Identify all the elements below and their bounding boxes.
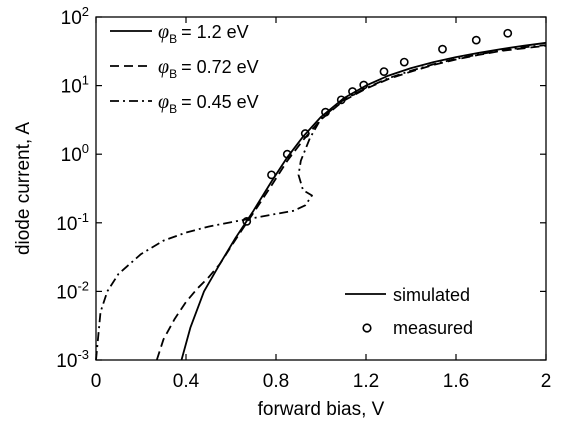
phi-subscript: B — [169, 32, 177, 46]
y-tick-base: 10 — [61, 145, 82, 166]
phi-symbol: φ — [158, 21, 169, 43]
x-tick-label: 0 — [91, 371, 102, 392]
legend-measured-marker — [362, 323, 372, 333]
y-tick-base: 10 — [56, 351, 77, 372]
y-tick-base: 10 — [56, 214, 77, 235]
y-tick-base: 10 — [61, 77, 82, 98]
x-tick-label: 2 — [541, 371, 552, 392]
y-tick-base: 10 — [61, 8, 82, 29]
y-tick-label: 10-2 — [56, 278, 89, 303]
measured-point — [348, 87, 357, 96]
measured-point — [300, 129, 310, 138]
measured-point — [399, 57, 409, 67]
y-tick-label: 102 — [61, 4, 89, 29]
series-name: = 0.72 eV — [181, 57, 259, 77]
series-group — [95, 41, 547, 361]
y-tick-label: 10-3 — [56, 347, 89, 372]
phi-subscript: B — [169, 67, 177, 81]
measured-point — [267, 170, 276, 180]
measured-point — [242, 216, 252, 226]
y-tick-label: 10-1 — [56, 210, 89, 235]
phi-subscript: B — [169, 102, 177, 116]
phi-symbol: φ — [158, 91, 169, 113]
y-tick-exponent: 0 — [82, 141, 89, 156]
measured-point — [321, 107, 330, 117]
x-tick-label: 0.4 — [173, 371, 200, 392]
measured-point — [359, 80, 369, 90]
x-tick-label: 1.2 — [353, 371, 379, 392]
legend-sim-measured: simulated measured — [345, 285, 473, 338]
y-tick-label: 101 — [61, 73, 89, 98]
measured-point — [438, 44, 447, 54]
y-tick-exponent: 1 — [82, 73, 89, 88]
measured-point — [282, 149, 292, 159]
legend-measured-label: measured — [393, 318, 473, 338]
measured-point — [471, 35, 481, 45]
marker-group — [242, 28, 513, 226]
series-line-1 — [180, 41, 547, 361]
y-tick-label: 100 — [61, 141, 89, 166]
x-tick-label: 1.6 — [443, 371, 469, 392]
measured-point — [503, 28, 513, 38]
series-name: = 0.45 eV — [181, 92, 259, 112]
legend-label-3: φB = 0.45 eV — [158, 91, 259, 116]
y-tick-exponent: -1 — [77, 210, 89, 225]
series-name: = 1.2 eV — [181, 22, 249, 42]
x-tick-label: 0.8 — [263, 371, 289, 392]
legend-simulated-label: simulated — [393, 285, 470, 305]
x-axis-label: forward bias, V — [258, 399, 385, 420]
series-line-2 — [155, 44, 547, 361]
measured-point — [379, 67, 389, 76]
plot-frame — [95, 16, 547, 361]
y-tick-base: 10 — [56, 282, 77, 303]
y-tick-exponent: -3 — [77, 347, 89, 362]
legend-label-2: φB = 0.72 eV — [158, 56, 259, 81]
measured-point — [336, 95, 346, 105]
phi-symbol: φ — [158, 56, 169, 78]
y-axis-label: diode current, A — [13, 122, 34, 255]
legend-label-1: φB = 1.2 eV — [158, 21, 249, 46]
series-line-3 — [95, 44, 547, 361]
y-tick-exponent: -2 — [77, 278, 89, 293]
y-tick-exponent: 2 — [82, 4, 89, 19]
